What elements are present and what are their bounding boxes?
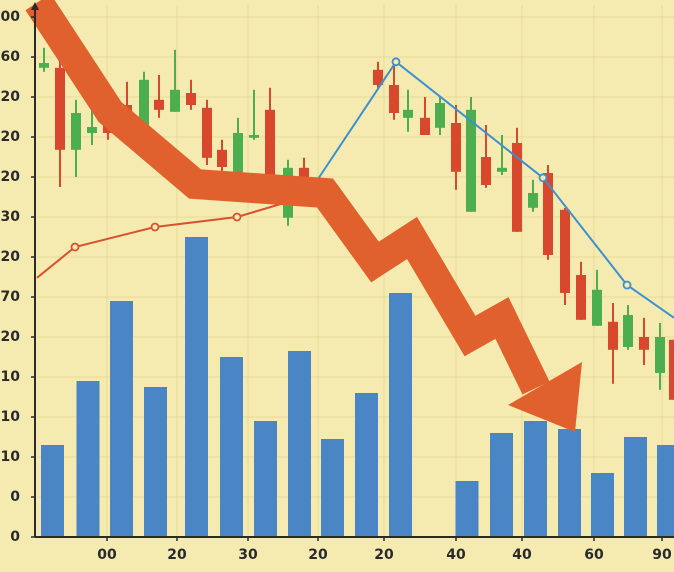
candle-body <box>420 117 430 135</box>
candle-body <box>87 127 97 133</box>
x-tick-label: 20 <box>308 547 328 563</box>
y-tick-label: 0 <box>10 489 20 505</box>
y-tick-label: 20 <box>1 89 21 105</box>
line-marker <box>150 222 160 232</box>
candle-body <box>233 133 243 173</box>
x-tick-label: 20 <box>167 547 187 563</box>
bar <box>185 237 208 537</box>
bar <box>220 357 243 537</box>
y-tick-label: 10 <box>1 369 21 385</box>
candle-body <box>249 135 259 138</box>
y-tick-label: 10 <box>1 449 21 465</box>
bar <box>624 437 647 537</box>
y-tick-label: 60 <box>1 49 21 65</box>
line-marker <box>232 212 242 222</box>
line-marker <box>622 280 632 290</box>
candle-body <box>592 289 602 326</box>
bar <box>76 381 100 537</box>
arrow-body <box>25 0 550 395</box>
candle-body <box>39 63 49 68</box>
candle-body <box>217 149 227 167</box>
candle-body <box>389 85 399 113</box>
x-tick-label: 00 <box>97 547 117 563</box>
bar <box>41 445 64 537</box>
line-marker <box>70 242 80 252</box>
candle-body <box>669 339 674 400</box>
y-tick-label: 10 <box>1 409 21 425</box>
bar <box>321 439 344 537</box>
bar <box>591 473 614 537</box>
candle-body <box>466 109 476 212</box>
arrow-head <box>508 362 582 432</box>
y-tick-label: 20 <box>1 169 21 185</box>
x-tick-label: 60 <box>584 547 604 563</box>
candle-body <box>435 103 445 128</box>
x-tick-label: 20 <box>374 547 394 563</box>
candle-body <box>512 143 522 232</box>
candle-body <box>608 321 618 350</box>
bar <box>144 387 167 537</box>
x-tick-label: 90 <box>652 547 672 563</box>
candle-body <box>497 167 507 172</box>
candle-body <box>576 275 586 320</box>
bar <box>524 421 547 537</box>
candle-body <box>560 209 570 293</box>
axis-arrow <box>31 2 39 10</box>
line-marker <box>538 173 548 183</box>
bar <box>657 445 674 537</box>
y-tick-label: 0 <box>10 529 20 545</box>
y-tick-label: 20 <box>1 249 21 265</box>
x-tick-label: 40 <box>512 547 532 563</box>
bar <box>490 433 513 537</box>
candle-body <box>543 173 553 255</box>
bar <box>389 293 412 537</box>
x-tick-label: 30 <box>238 547 258 563</box>
candle-body <box>451 123 461 172</box>
y-tick-label: 30 <box>1 209 21 225</box>
candle-body <box>481 157 491 185</box>
y-tick-label: 20 <box>1 329 21 345</box>
candle-body <box>403 109 413 118</box>
trend-arrow <box>25 0 582 432</box>
y-tick-label: 20 <box>1 129 21 145</box>
candle-body <box>265 109 275 175</box>
bar <box>288 351 311 537</box>
bar <box>455 481 479 537</box>
plot-area <box>36 47 674 537</box>
y-tick-label: 00 <box>1 9 21 25</box>
candle-body <box>55 67 65 150</box>
bar <box>254 421 277 537</box>
candle-body <box>170 89 180 112</box>
bar <box>110 301 133 537</box>
x-tick-label: 40 <box>446 547 466 563</box>
candle-body <box>655 337 665 373</box>
candle-body <box>154 99 164 110</box>
bar <box>558 429 581 537</box>
candle-body <box>186 93 196 105</box>
candle-body <box>139 79 149 125</box>
line-marker <box>391 57 401 67</box>
y-tick-label: 70 <box>1 289 21 305</box>
candle-body <box>623 315 633 347</box>
candle-body <box>528 193 538 208</box>
candle-body <box>373 69 383 85</box>
candle-body <box>639 337 649 350</box>
candle-body <box>202 107 212 158</box>
bar <box>355 393 378 537</box>
candle-body <box>71 113 81 150</box>
